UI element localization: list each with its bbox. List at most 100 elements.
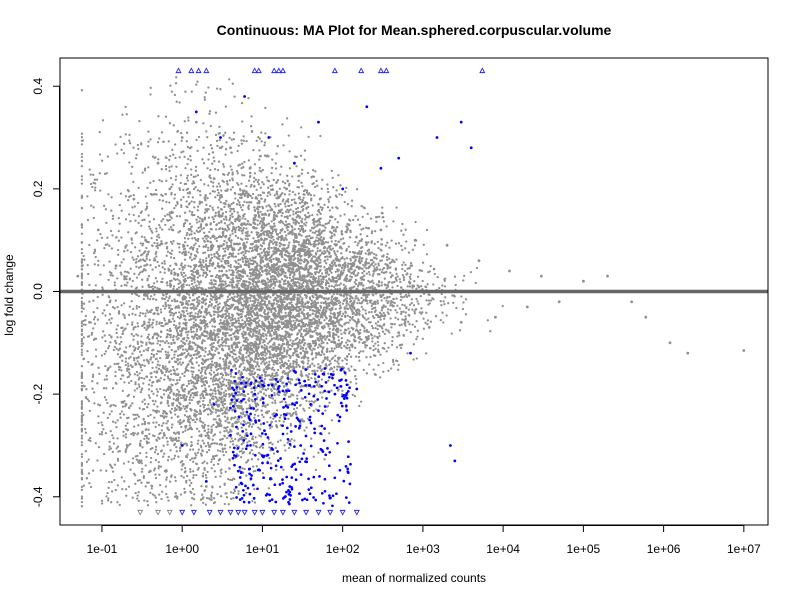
data-point <box>214 475 217 479</box>
data-point <box>282 144 285 147</box>
data-point <box>124 363 127 367</box>
data-point <box>182 271 186 275</box>
data-point <box>202 406 206 409</box>
data-point <box>228 325 231 328</box>
data-point <box>179 281 182 284</box>
data-point <box>190 457 194 460</box>
data-point <box>172 257 176 260</box>
data-point <box>295 413 298 416</box>
data-point <box>240 142 244 145</box>
data-point <box>136 255 140 258</box>
data-point <box>128 133 131 137</box>
data-point <box>283 350 286 353</box>
data-point <box>345 307 348 310</box>
data-point <box>209 168 212 172</box>
data-point <box>375 266 379 269</box>
data-point <box>132 307 135 311</box>
data-point <box>218 443 221 446</box>
data-point <box>164 302 167 306</box>
data-point <box>354 282 358 286</box>
data-point <box>221 448 224 451</box>
data-point <box>94 255 97 259</box>
data-point <box>115 328 118 331</box>
data-point <box>275 409 279 412</box>
data-point <box>155 337 159 340</box>
data-point <box>172 338 175 342</box>
data-point <box>300 320 304 323</box>
data-point <box>118 203 121 207</box>
data-point <box>287 266 290 270</box>
data-point <box>268 272 271 276</box>
data-point <box>142 349 145 353</box>
data-point <box>414 220 417 224</box>
data-point <box>320 187 323 190</box>
data-point <box>122 142 126 145</box>
data-point <box>248 439 251 443</box>
data-point <box>164 485 168 488</box>
data-point <box>190 230 193 233</box>
data-point <box>231 316 234 319</box>
data-point <box>223 250 226 253</box>
data-point <box>367 241 370 244</box>
data-point <box>138 478 141 482</box>
data-point <box>105 221 108 225</box>
data-point <box>237 259 240 262</box>
data-point <box>221 331 225 334</box>
data-point <box>223 402 227 406</box>
data-point <box>373 256 377 260</box>
data-point <box>351 345 354 349</box>
data-point <box>96 295 99 299</box>
data-point <box>145 437 149 440</box>
data-point <box>337 356 340 359</box>
data-point <box>221 273 225 277</box>
data-point <box>360 323 363 326</box>
data-point <box>158 243 161 247</box>
data-point <box>132 357 136 360</box>
data-point <box>223 319 226 323</box>
data-point <box>243 467 246 471</box>
data-point <box>160 497 163 501</box>
data-point <box>337 174 340 177</box>
data-point <box>388 295 391 299</box>
data-point <box>219 318 222 322</box>
data-point <box>134 313 137 316</box>
data-point <box>86 263 89 267</box>
data-point <box>316 184 319 187</box>
data-point <box>274 309 277 313</box>
data-point <box>102 428 105 431</box>
data-point <box>390 239 393 242</box>
data-point <box>164 168 168 171</box>
data-point <box>177 282 180 286</box>
data-point <box>253 172 257 175</box>
data-point <box>158 137 161 140</box>
data-point <box>120 410 124 413</box>
data-point <box>241 467 244 470</box>
data-point <box>211 325 214 328</box>
data-point <box>303 429 306 432</box>
data-point <box>80 485 84 489</box>
data-point <box>128 139 131 142</box>
data-point <box>209 192 212 195</box>
data-point <box>93 337 96 340</box>
data-point <box>165 295 168 299</box>
data-point <box>348 346 351 349</box>
data-point <box>364 252 367 255</box>
data-point <box>187 119 190 122</box>
data-point <box>225 429 228 432</box>
data-point <box>240 139 243 142</box>
data-point <box>191 182 194 185</box>
data-point <box>150 487 153 490</box>
data-point <box>156 260 159 264</box>
data-point <box>80 476 84 480</box>
data-point <box>253 389 256 392</box>
data-point <box>200 293 203 296</box>
data-point <box>127 313 131 317</box>
data-point <box>108 318 111 321</box>
data-point <box>169 313 172 317</box>
data-point <box>195 284 198 287</box>
data-point <box>210 279 213 282</box>
data-point <box>138 372 141 375</box>
data-point <box>180 468 183 471</box>
data-point <box>212 220 216 224</box>
data-point <box>186 219 189 222</box>
